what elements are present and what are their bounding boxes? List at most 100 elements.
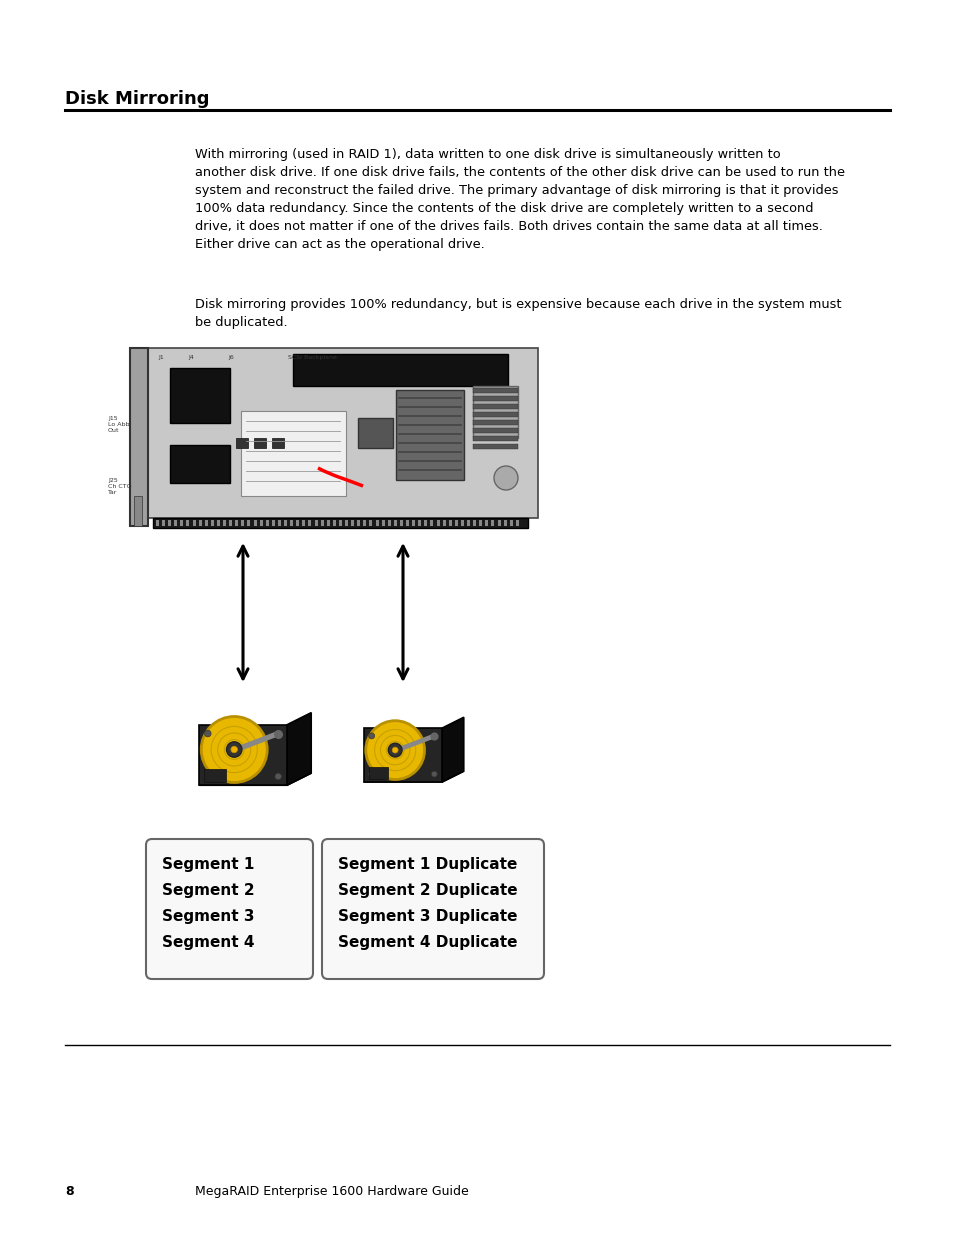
- Circle shape: [204, 730, 211, 737]
- Text: Segment 4: Segment 4: [162, 935, 254, 950]
- Bar: [363, 520, 366, 526]
- Bar: [211, 520, 213, 526]
- Circle shape: [431, 771, 436, 777]
- Bar: [235, 520, 238, 526]
- Bar: [473, 436, 517, 441]
- Bar: [394, 520, 396, 526]
- Bar: [442, 520, 445, 526]
- Bar: [130, 348, 148, 526]
- Circle shape: [274, 773, 281, 779]
- Bar: [296, 520, 299, 526]
- Bar: [473, 412, 517, 417]
- Text: J1: J1: [158, 354, 164, 359]
- Bar: [473, 429, 517, 433]
- Bar: [333, 520, 335, 526]
- Circle shape: [201, 716, 267, 783]
- Text: Segment 1 Duplicate: Segment 1 Duplicate: [337, 857, 517, 872]
- Bar: [320, 520, 323, 526]
- Text: Segment 3 Duplicate: Segment 3 Duplicate: [337, 909, 517, 924]
- Text: Segment 1: Segment 1: [162, 857, 254, 872]
- Text: SCSI Backplane: SCSI Backplane: [288, 354, 336, 359]
- Bar: [381, 520, 384, 526]
- Circle shape: [368, 771, 375, 777]
- Bar: [205, 520, 208, 526]
- Bar: [266, 520, 269, 526]
- Text: MegaRAID Enterprise 1600 Hardware Guide: MegaRAID Enterprise 1600 Hardware Guide: [194, 1186, 468, 1198]
- FancyBboxPatch shape: [146, 839, 313, 979]
- Bar: [424, 520, 427, 526]
- Bar: [253, 438, 266, 448]
- Bar: [412, 520, 415, 526]
- Bar: [455, 520, 457, 526]
- Bar: [170, 445, 230, 483]
- Bar: [375, 520, 378, 526]
- Polygon shape: [442, 718, 463, 782]
- Bar: [277, 520, 281, 526]
- Bar: [473, 520, 476, 526]
- Polygon shape: [287, 713, 311, 785]
- Text: Segment 2 Duplicate: Segment 2 Duplicate: [337, 883, 517, 898]
- Bar: [133, 496, 142, 526]
- Bar: [186, 520, 190, 526]
- Polygon shape: [199, 725, 287, 785]
- Bar: [241, 411, 346, 496]
- Circle shape: [494, 466, 517, 490]
- Bar: [473, 388, 517, 393]
- Bar: [417, 520, 421, 526]
- Text: Segment 4 Duplicate: Segment 4 Duplicate: [337, 935, 517, 950]
- Bar: [395, 390, 463, 480]
- Bar: [253, 520, 256, 526]
- Circle shape: [226, 742, 242, 757]
- Text: Disk mirroring provides 100% redundancy, but is expensive because each drive in : Disk mirroring provides 100% redundancy,…: [194, 298, 841, 329]
- Circle shape: [204, 773, 211, 779]
- Bar: [503, 520, 506, 526]
- Text: Segment 2: Segment 2: [162, 883, 254, 898]
- Bar: [272, 438, 284, 448]
- FancyBboxPatch shape: [322, 839, 543, 979]
- Bar: [152, 517, 527, 529]
- Text: With mirroring (used in RAID 1), data written to one disk drive is simultaneousl: With mirroring (used in RAID 1), data wr…: [194, 148, 844, 251]
- Bar: [290, 520, 293, 526]
- Bar: [473, 445, 517, 450]
- Bar: [368, 767, 388, 779]
- Text: Disk Mirroring: Disk Mirroring: [65, 90, 210, 107]
- Circle shape: [365, 721, 424, 779]
- Bar: [174, 520, 177, 526]
- Bar: [156, 520, 159, 526]
- Text: J4: J4: [188, 354, 193, 359]
- Text: J25
Ch CTO
Tar: J25 Ch CTO Tar: [108, 478, 132, 494]
- Bar: [497, 520, 500, 526]
- Circle shape: [368, 732, 375, 739]
- Bar: [491, 520, 494, 526]
- Bar: [198, 520, 201, 526]
- Bar: [284, 520, 287, 526]
- Bar: [180, 520, 183, 526]
- Bar: [272, 520, 274, 526]
- Text: Segment 3: Segment 3: [162, 909, 254, 924]
- Bar: [247, 520, 251, 526]
- Bar: [216, 520, 220, 526]
- Polygon shape: [363, 729, 442, 782]
- Bar: [473, 396, 517, 401]
- Bar: [351, 520, 354, 526]
- Bar: [399, 520, 402, 526]
- Circle shape: [392, 747, 397, 753]
- Text: J15
Lo Abb
Out: J15 Lo Abb Out: [108, 416, 130, 432]
- Bar: [162, 520, 165, 526]
- Bar: [338, 520, 341, 526]
- Bar: [357, 417, 393, 448]
- Circle shape: [231, 746, 237, 753]
- Bar: [259, 520, 262, 526]
- Bar: [193, 520, 195, 526]
- Bar: [473, 404, 517, 409]
- Text: 8: 8: [65, 1186, 73, 1198]
- Bar: [235, 438, 248, 448]
- Bar: [516, 520, 518, 526]
- Bar: [387, 520, 391, 526]
- Text: J6: J6: [228, 354, 233, 359]
- Bar: [241, 520, 244, 526]
- Bar: [308, 520, 312, 526]
- Polygon shape: [199, 773, 311, 785]
- Bar: [223, 520, 226, 526]
- Bar: [168, 520, 171, 526]
